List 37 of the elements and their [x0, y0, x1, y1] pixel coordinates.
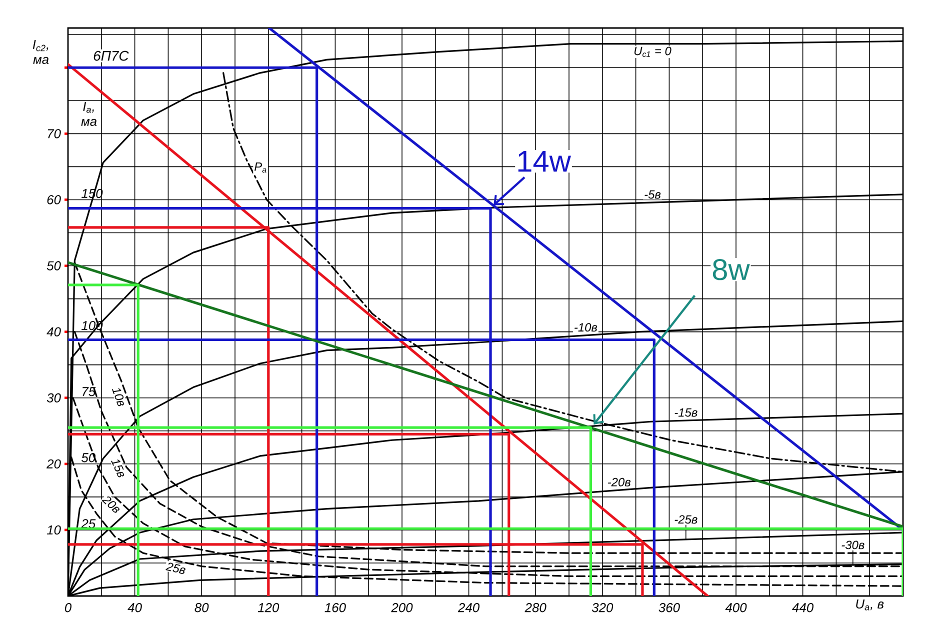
x-tick-label: 280 — [524, 603, 546, 612]
series-label: P$_{a}$ — [254, 162, 266, 173]
annotation: 8w — [712, 258, 750, 280]
text: 15в — [111, 460, 124, 478]
x-tick-label: 440 — [792, 603, 814, 612]
x-tick-label: 360 — [658, 603, 680, 612]
series-label: -15в — [674, 408, 698, 417]
annotation: 14w — [518, 151, 571, 172]
text: 6П7С — [94, 50, 129, 61]
x-tick-label: 120 — [258, 603, 280, 612]
x-tick-label: 80 — [194, 603, 209, 612]
y-tick-label: 30 — [46, 393, 61, 402]
series-label: -25в — [674, 515, 698, 524]
series-label: U$_{c1}$ = 0 — [634, 46, 672, 57]
x-tick-label: 160 — [324, 603, 346, 612]
text: 25в — [166, 562, 186, 574]
series-label: -30в — [842, 540, 864, 550]
y-tick-label: 20 — [46, 459, 61, 468]
x-axis-title: U$_{a}$, в — [856, 600, 884, 610]
x-tick-label: 240 — [458, 603, 480, 612]
x-tick-label: 40 — [128, 603, 142, 612]
y-tick-label: 10 — [46, 525, 61, 535]
y-tick-label: 70 — [48, 129, 61, 138]
y-axis-title: I$_{c2}$, ма — [32, 40, 49, 64]
text: 20в — [102, 496, 120, 513]
x-tick-label: 320 — [592, 603, 614, 612]
y-tick-label: 50 — [46, 261, 61, 270]
x-tick-label: 0 — [64, 603, 72, 612]
y-tick-label: 60 — [47, 195, 61, 204]
x-tick-label: 200 — [391, 603, 413, 612]
series-label: -10в — [574, 323, 598, 332]
y-tick-label: 40 — [46, 327, 61, 336]
x-tick-label: 400 — [725, 603, 747, 612]
y2-axis-title: I$_{a}$, ма — [81, 102, 97, 126]
series-label: -5в — [644, 190, 661, 199]
text: 10в — [112, 388, 124, 406]
series-label: -20в — [608, 478, 631, 486]
